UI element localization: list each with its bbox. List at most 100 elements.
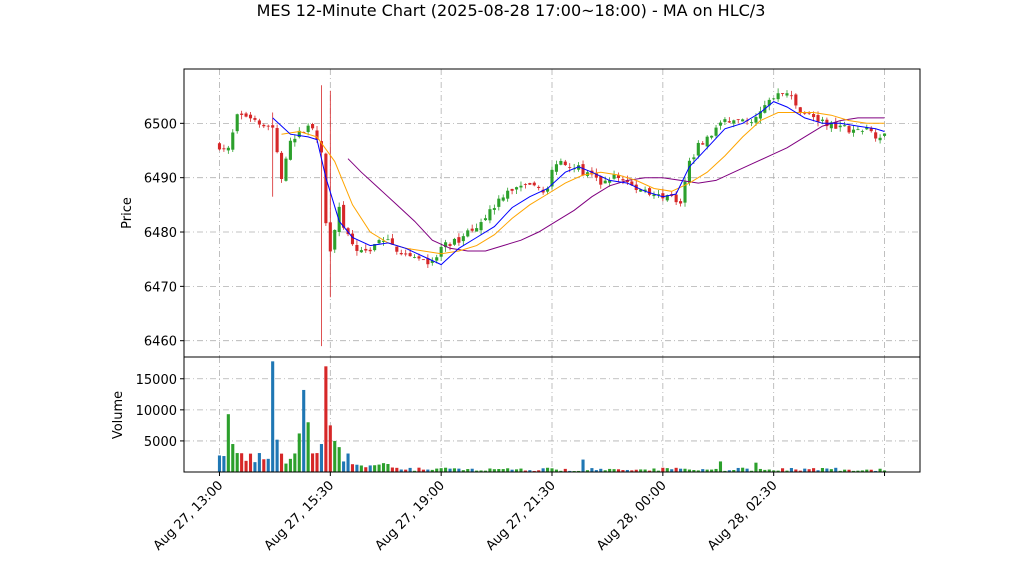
candle-body bbox=[519, 185, 523, 188]
volume-bar bbox=[426, 469, 430, 472]
candle-body bbox=[732, 120, 736, 124]
candle-body bbox=[772, 98, 776, 100]
volume-bar bbox=[612, 469, 616, 472]
volume-bar bbox=[608, 468, 612, 472]
volume-bar bbox=[439, 468, 443, 472]
volume-bar bbox=[652, 468, 656, 472]
volume-bars bbox=[217, 361, 887, 472]
volume-bar bbox=[448, 468, 452, 472]
volume-bar bbox=[497, 469, 501, 472]
volume-bar bbox=[257, 453, 261, 472]
candle-body bbox=[328, 222, 332, 252]
candle-body bbox=[803, 112, 807, 114]
volume-axis-label: Volume bbox=[111, 391, 126, 439]
volume-bar bbox=[807, 469, 811, 472]
volume-bar bbox=[714, 468, 718, 472]
candle-body bbox=[315, 130, 319, 140]
candle-body bbox=[452, 238, 457, 245]
volume-bar bbox=[647, 470, 652, 472]
volume-bar bbox=[665, 468, 669, 472]
volume-bar bbox=[390, 467, 394, 472]
candle-body bbox=[603, 180, 607, 184]
volume-bar bbox=[865, 469, 869, 472]
candle-body bbox=[705, 136, 709, 147]
volume-bar bbox=[718, 461, 723, 472]
volume-ytick-label-0: 5000 bbox=[144, 435, 177, 450]
candle-body bbox=[346, 228, 350, 235]
candle-body bbox=[324, 153, 328, 224]
volume-bar bbox=[639, 469, 643, 472]
volume-bar bbox=[621, 470, 625, 472]
candle-body bbox=[257, 120, 261, 125]
volume-bar bbox=[297, 433, 301, 472]
volume-bar bbox=[696, 470, 700, 472]
volume-bar bbox=[311, 453, 315, 472]
ma-slow-line bbox=[347, 117, 885, 252]
candle-body bbox=[297, 130, 301, 138]
volume-bar bbox=[417, 467, 421, 472]
volume-bar bbox=[630, 470, 634, 472]
volume-bar bbox=[430, 469, 434, 472]
candle-body bbox=[568, 167, 572, 169]
volume-panel: 5000 10000 15000 Volume bbox=[111, 356, 921, 473]
candle-body bbox=[417, 256, 421, 259]
candle-body bbox=[882, 133, 887, 136]
candle-body bbox=[860, 130, 864, 132]
candle-body bbox=[435, 257, 439, 261]
candle-body bbox=[577, 165, 581, 170]
volume-bar bbox=[550, 468, 554, 472]
volume-bar bbox=[231, 444, 235, 472]
volume-bar bbox=[563, 468, 567, 472]
candle-body bbox=[377, 240, 381, 244]
candle-body bbox=[479, 222, 483, 231]
candle-body bbox=[843, 125, 847, 127]
volume-bar bbox=[705, 469, 709, 472]
volume-bar bbox=[546, 467, 550, 472]
volume-bar bbox=[368, 465, 372, 472]
candle-body bbox=[293, 138, 297, 143]
candle-body bbox=[475, 228, 479, 232]
volume-bar bbox=[217, 455, 222, 472]
candle-body bbox=[541, 189, 545, 193]
volume-bar bbox=[413, 470, 417, 472]
volume-bar bbox=[776, 470, 780, 472]
volume-bar bbox=[262, 459, 266, 472]
volume-bar bbox=[599, 468, 603, 472]
volume-bar bbox=[319, 444, 323, 472]
candle-body bbox=[537, 186, 541, 189]
candle-body bbox=[741, 119, 745, 122]
candle-body bbox=[736, 119, 740, 121]
candle-body bbox=[834, 122, 838, 129]
x-tick-label-2: Aug 27, 19:00 bbox=[372, 478, 448, 554]
candle-body bbox=[820, 119, 825, 121]
volume-bar bbox=[732, 470, 736, 472]
volume-bar bbox=[661, 467, 665, 472]
volume-bar bbox=[435, 468, 439, 472]
candle-body bbox=[563, 161, 567, 166]
volume-bar bbox=[581, 459, 585, 472]
candle-body bbox=[829, 122, 833, 129]
candle-body bbox=[794, 94, 798, 106]
candle-body bbox=[231, 132, 235, 150]
candle-body bbox=[647, 188, 652, 195]
candle-body bbox=[279, 152, 284, 179]
volume-bar bbox=[789, 468, 793, 472]
volume-bar bbox=[554, 469, 558, 472]
volume-bar bbox=[408, 467, 412, 472]
volume-bar bbox=[284, 463, 288, 472]
candle-body bbox=[554, 164, 558, 172]
x-tick-label-3: Aug 27, 21:30 bbox=[483, 478, 559, 554]
volume-bar bbox=[860, 470, 864, 472]
candle-body bbox=[373, 244, 377, 251]
volume-bar bbox=[355, 464, 359, 472]
volume-yticks: 5000 10000 15000 bbox=[136, 373, 184, 450]
candle-body bbox=[816, 115, 820, 122]
volume-bar bbox=[293, 453, 297, 472]
volume-bar bbox=[687, 469, 691, 472]
x-tick-label-4: Aug 28, 00:00 bbox=[594, 478, 670, 554]
candle-body bbox=[342, 204, 346, 228]
volume-bar bbox=[812, 468, 816, 472]
volume-bar bbox=[794, 469, 798, 472]
candle-body bbox=[785, 93, 789, 96]
